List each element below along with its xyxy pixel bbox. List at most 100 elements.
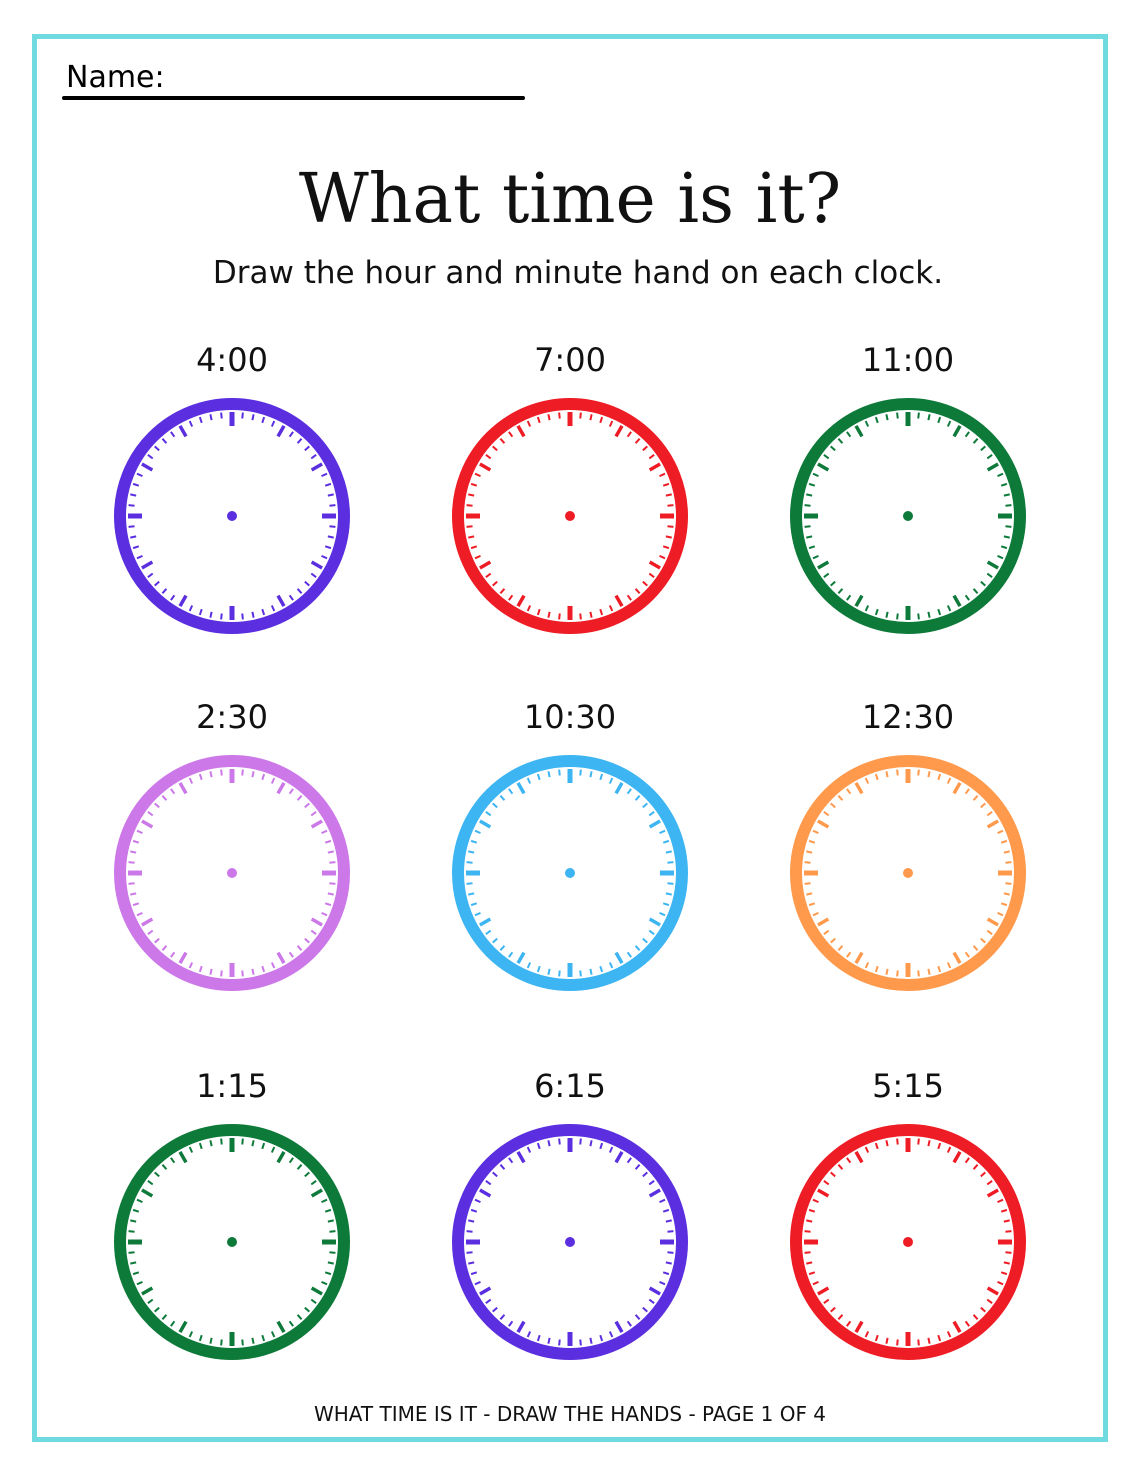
minute-tick xyxy=(327,1261,334,1265)
clock-rim xyxy=(790,1124,1026,1360)
minute-tick xyxy=(558,1138,561,1145)
minute-tick xyxy=(812,1280,819,1286)
minute-tick xyxy=(209,414,213,421)
hour-tick xyxy=(648,1188,661,1198)
hour-tick xyxy=(310,1188,323,1198)
minute-tick xyxy=(846,788,852,795)
hour-tick xyxy=(952,594,962,607)
minute-tick xyxy=(321,1280,328,1286)
minute-tick xyxy=(830,802,836,809)
hour-tick xyxy=(178,1151,188,1164)
minute-tick xyxy=(304,1171,310,1178)
minute-tick xyxy=(667,882,674,885)
hour-tick xyxy=(817,917,830,927)
minute-tick xyxy=(964,1157,970,1164)
clock-face-icon[interactable] xyxy=(783,1117,1033,1367)
clock-face-icon[interactable] xyxy=(445,391,695,641)
hour-tick xyxy=(479,819,492,829)
minute-tick xyxy=(972,795,979,801)
minute-tick xyxy=(324,545,332,550)
hour-tick xyxy=(178,594,188,607)
minute-tick xyxy=(1003,892,1010,896)
minute-tick xyxy=(466,861,473,864)
hour-tick xyxy=(516,594,526,607)
clock-face-icon[interactable] xyxy=(783,391,1033,641)
hour-tick xyxy=(986,917,999,927)
minute-tick xyxy=(808,1271,816,1276)
clock-rim xyxy=(452,398,688,634)
minute-tick xyxy=(310,1180,317,1186)
minute-tick xyxy=(132,1271,140,1276)
minute-tick xyxy=(130,1261,137,1265)
minute-tick xyxy=(261,1334,266,1342)
minute-tick xyxy=(485,1180,492,1186)
minute-tick xyxy=(251,968,255,975)
minute-tick xyxy=(896,1138,899,1145)
minute-tick xyxy=(579,970,582,977)
minute-tick xyxy=(508,1157,514,1164)
minute-tick xyxy=(917,769,920,776)
hour-tick xyxy=(614,782,624,795)
minute-tick xyxy=(470,545,478,550)
minute-tick xyxy=(304,937,310,944)
minute-tick xyxy=(468,535,475,539)
name-write-line[interactable] xyxy=(62,96,525,100)
minute-tick xyxy=(980,937,986,944)
minute-tick xyxy=(198,416,203,424)
minute-tick xyxy=(806,850,813,854)
minute-tick xyxy=(946,777,952,784)
minute-tick xyxy=(270,1146,276,1153)
minute-tick xyxy=(241,613,244,620)
minute-tick xyxy=(980,802,986,809)
clock-face-icon[interactable] xyxy=(783,748,1033,998)
clock-item: 10:30 xyxy=(445,698,695,998)
hour-tick xyxy=(986,1188,999,1198)
minute-tick xyxy=(132,902,140,907)
minute-tick xyxy=(547,968,551,975)
minute-tick xyxy=(997,1280,1004,1286)
hour-tick xyxy=(952,425,962,438)
clock-face-icon[interactable] xyxy=(107,1117,357,1367)
minute-tick xyxy=(579,613,582,620)
minute-tick xyxy=(130,535,137,539)
minute-tick xyxy=(808,902,816,907)
minute-tick xyxy=(558,1339,561,1346)
minute-tick xyxy=(508,788,514,795)
minute-tick xyxy=(147,454,154,460)
hour-tick xyxy=(178,782,188,795)
clock-item: 5:15 xyxy=(783,1067,1033,1367)
minute-tick xyxy=(485,1298,492,1304)
minute-tick xyxy=(499,1314,506,1320)
clock-face-icon[interactable] xyxy=(107,748,357,998)
minute-tick xyxy=(806,493,813,497)
minute-tick xyxy=(485,929,492,935)
minute-tick xyxy=(846,1320,852,1327)
minute-tick xyxy=(980,445,986,452)
minute-tick xyxy=(608,605,614,612)
minute-tick xyxy=(885,611,889,618)
minute-tick xyxy=(136,911,143,917)
minute-tick xyxy=(261,416,266,424)
minute-tick xyxy=(964,788,970,795)
minute-tick xyxy=(188,962,194,969)
minute-tick xyxy=(1005,882,1012,885)
clock-face-icon[interactable] xyxy=(445,1117,695,1367)
minute-tick xyxy=(136,1198,143,1204)
clock-rim xyxy=(452,755,688,991)
minute-tick xyxy=(558,613,561,620)
clock-item: 4:00 xyxy=(107,341,357,641)
minute-tick xyxy=(626,1157,632,1164)
clock-face-icon[interactable] xyxy=(445,748,695,998)
minute-tick xyxy=(170,594,176,601)
minute-tick xyxy=(270,1331,276,1338)
minute-tick xyxy=(804,504,811,507)
clock-face-icon[interactable] xyxy=(107,391,357,641)
minute-tick xyxy=(188,420,194,427)
minute-tick xyxy=(251,1337,255,1344)
minute-tick xyxy=(986,929,993,935)
minute-tick xyxy=(812,1198,819,1204)
hour-tick xyxy=(141,819,154,829)
minute-tick xyxy=(874,1142,879,1150)
minute-tick xyxy=(154,1171,160,1178)
minute-tick xyxy=(161,438,168,444)
